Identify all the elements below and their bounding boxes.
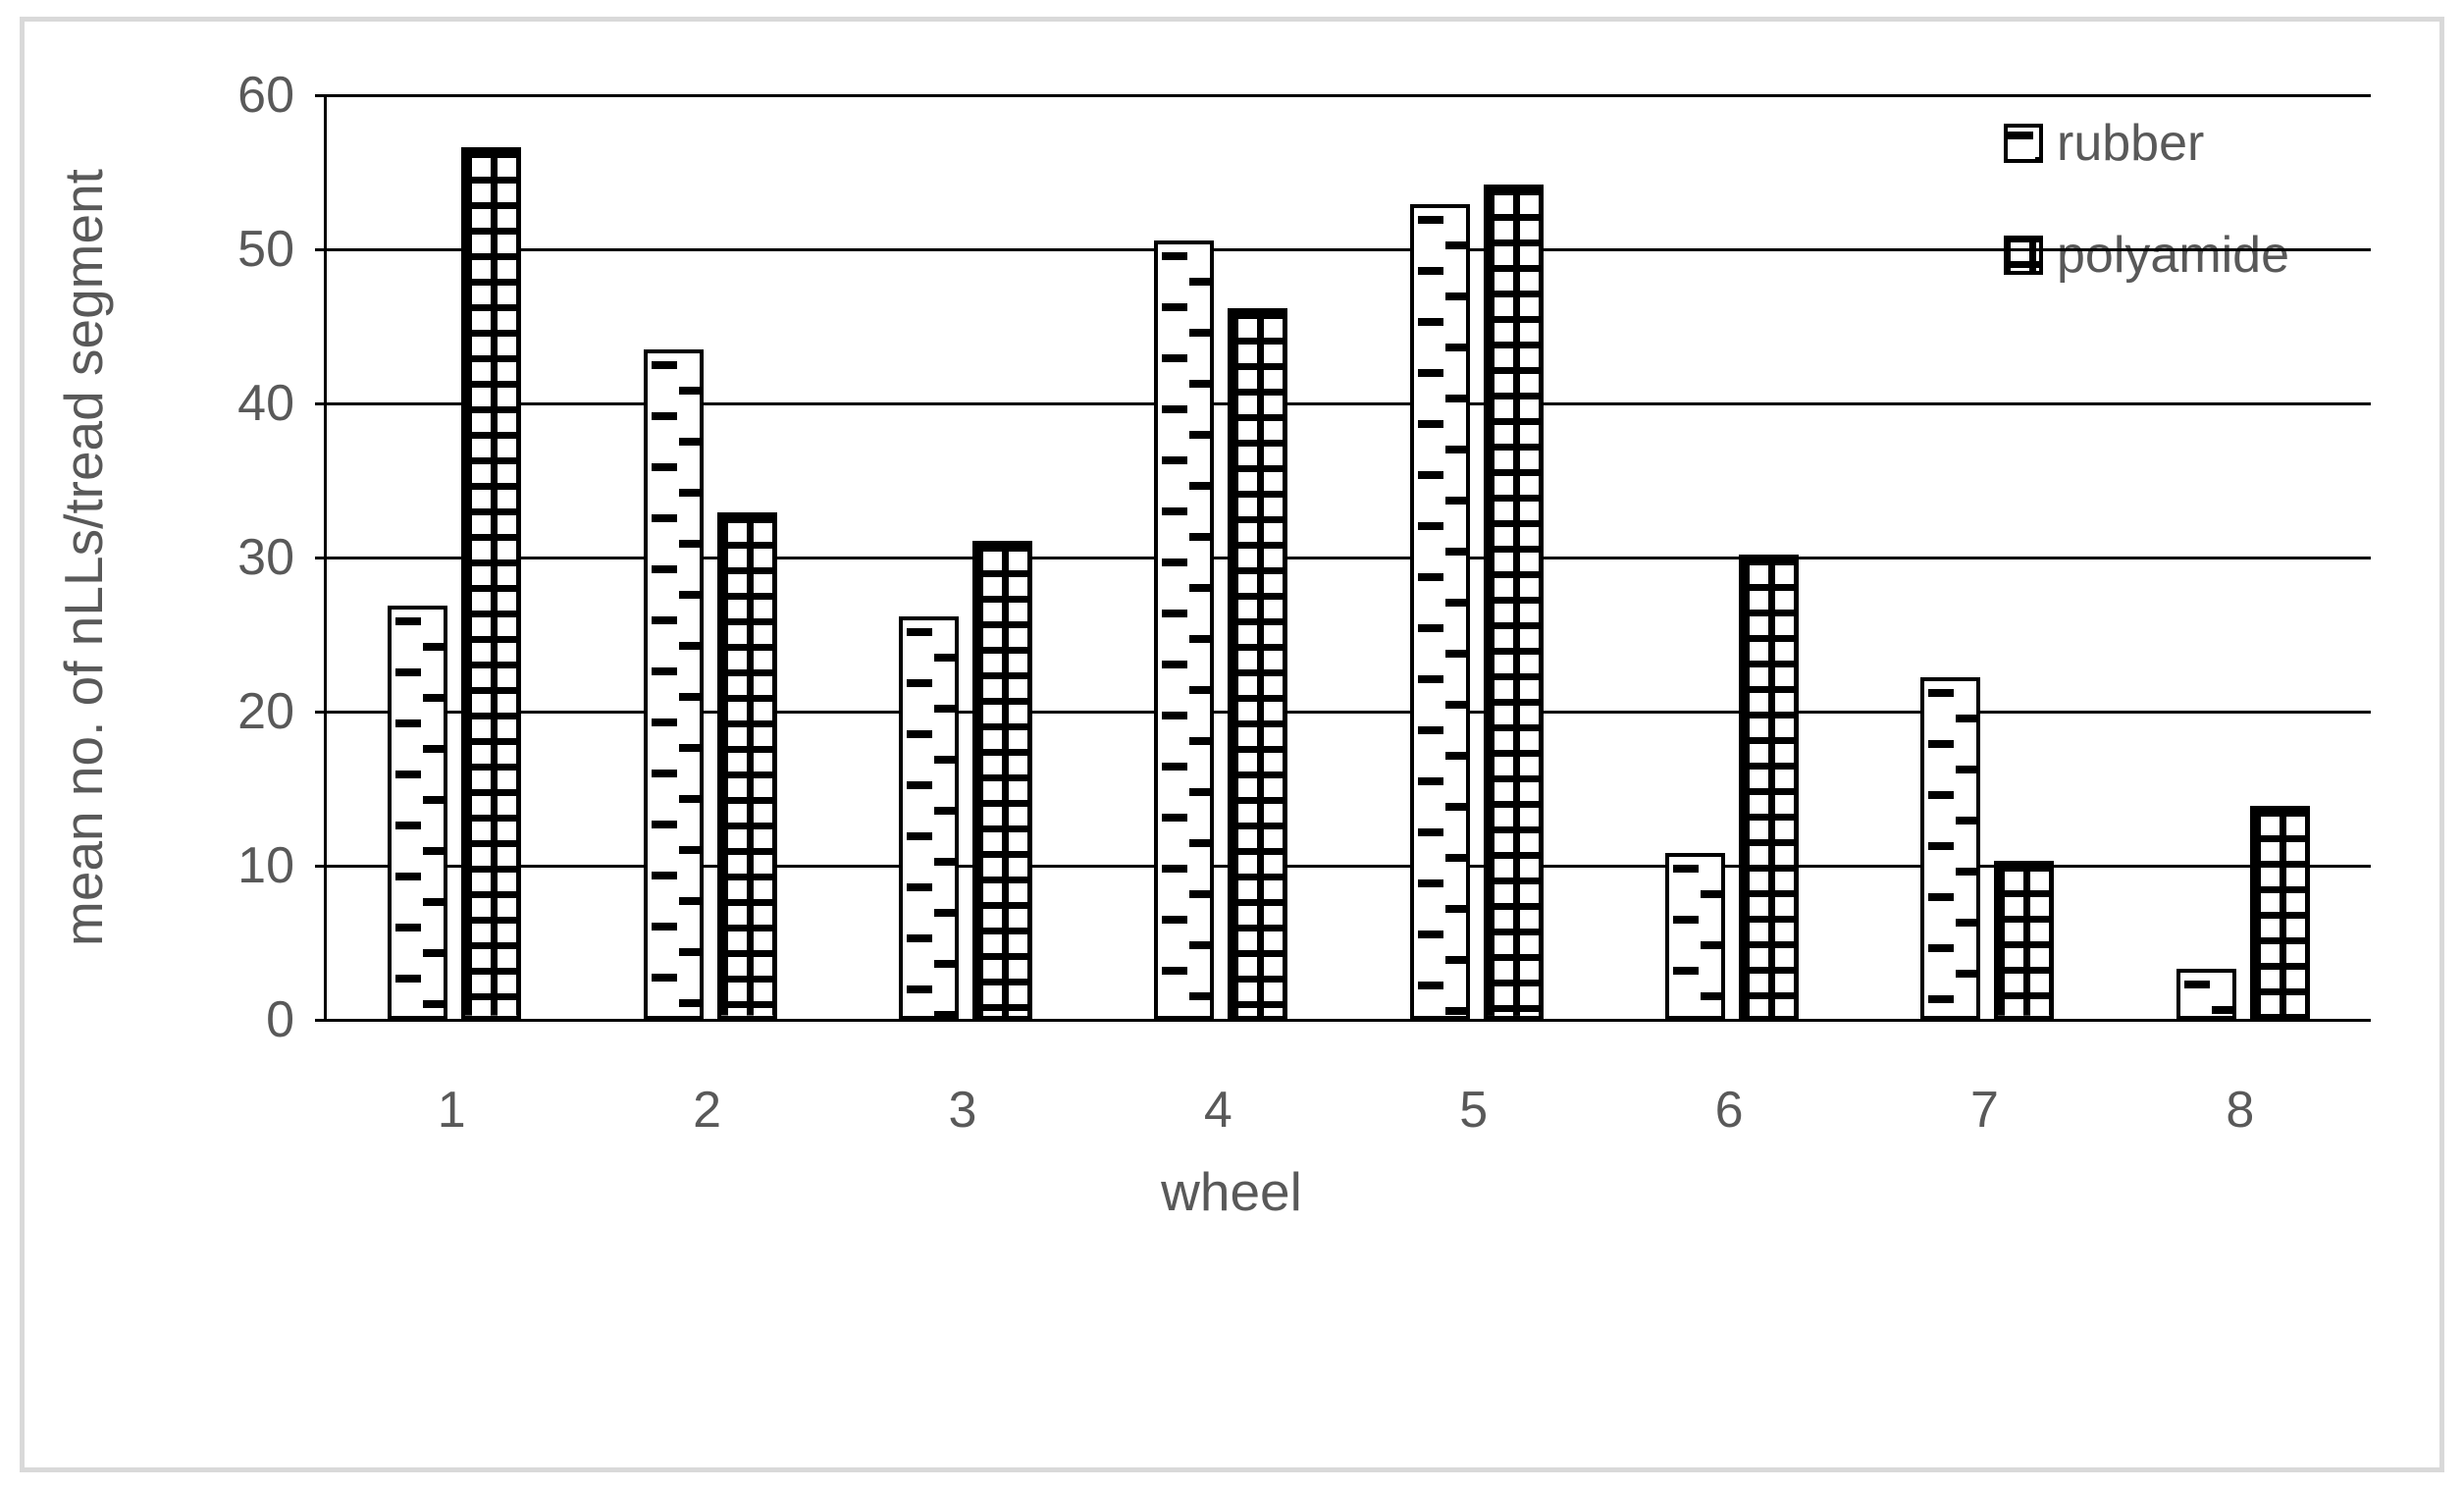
bar-polyamide-wheel-6 xyxy=(1739,554,1800,1020)
y-tick-label-30: 30 xyxy=(237,529,294,586)
bar-polyamide-wheel-5 xyxy=(1483,185,1544,1020)
x-tick-label-7: 7 xyxy=(1969,1082,1999,1139)
x-tick-label-4: 4 xyxy=(1203,1082,1232,1139)
legend-item-polyamide: polyamide xyxy=(2004,228,2289,283)
bar-pattern-fill xyxy=(1232,311,1284,1016)
gridline-y-60 xyxy=(315,93,2371,97)
bar-pattern-fill xyxy=(1924,681,1977,1016)
bar-pattern-fill xyxy=(720,516,773,1016)
gridline-y-40 xyxy=(315,401,2371,405)
bar-pattern-fill xyxy=(1487,188,1540,1016)
bar-polyamide-wheel-1 xyxy=(461,147,522,1020)
x-tick-label-8: 8 xyxy=(2226,1082,2255,1139)
bar-pattern-fill xyxy=(975,544,1028,1016)
y-tick-label-60: 60 xyxy=(237,67,294,124)
gridline-y-30 xyxy=(315,556,2371,559)
y-tick-label-50: 50 xyxy=(237,221,294,278)
bar-rubber-wheel-1 xyxy=(388,605,448,1020)
bar-rubber-wheel-3 xyxy=(898,615,959,1020)
bar-pattern-fill xyxy=(1669,857,1722,1016)
y-axis-title: mean no. of nLLs/tread segment xyxy=(53,169,114,946)
legend-item-rubber: rubber xyxy=(2004,116,2204,171)
bar-pattern-fill xyxy=(2253,809,2306,1016)
bar-polyamide-wheel-2 xyxy=(716,512,777,1020)
bar-pattern-fill xyxy=(1158,243,1211,1016)
bar-polyamide-wheel-7 xyxy=(1994,861,2055,1020)
bar-pattern-fill xyxy=(1998,865,2051,1016)
bar-rubber-wheel-8 xyxy=(2176,969,2236,1020)
bar-pattern-fill xyxy=(1743,558,1796,1016)
gridline-y-20 xyxy=(315,710,2371,714)
x-tick-label-2: 2 xyxy=(693,1082,722,1139)
y-tick-label-0: 0 xyxy=(266,991,294,1048)
plot-area xyxy=(315,93,2371,1022)
bar-rubber-wheel-7 xyxy=(1920,677,1981,1020)
gridline-y-50 xyxy=(315,247,2371,251)
x-tick-label-5: 5 xyxy=(1459,1082,1489,1139)
bar-pattern-fill xyxy=(465,151,518,1016)
x-tick-label-6: 6 xyxy=(1714,1082,1744,1139)
bar-rubber-wheel-2 xyxy=(643,349,704,1020)
legend-label-rubber: rubber xyxy=(2057,115,2205,172)
legend-swatch-rubber-icon xyxy=(2004,124,2043,163)
bar-pattern-fill xyxy=(902,619,955,1016)
bar-rubber-wheel-6 xyxy=(1665,853,1726,1020)
bar-pattern-fill xyxy=(647,353,700,1016)
bar-polyamide-wheel-4 xyxy=(1228,307,1288,1020)
y-tick-label-10: 10 xyxy=(237,837,294,894)
bar-rubber-wheel-4 xyxy=(1154,239,1215,1020)
gridline-y-10 xyxy=(315,864,2371,868)
x-axis-title: wheel xyxy=(1161,1161,1302,1222)
x-tick-label-1: 1 xyxy=(437,1082,466,1139)
bar-polyamide-wheel-3 xyxy=(971,540,1032,1020)
bar-pattern-fill xyxy=(1413,208,1466,1016)
y-tick-label-20: 20 xyxy=(237,683,294,740)
bar-pattern-fill xyxy=(2179,973,2232,1016)
bar-pattern-fill xyxy=(392,609,445,1016)
bar-rubber-wheel-5 xyxy=(1409,204,1470,1020)
legend-label-polyamide: polyamide xyxy=(2057,227,2290,284)
legend-swatch-polyamide-icon xyxy=(2004,236,2043,275)
bar-polyamide-wheel-8 xyxy=(2249,805,2310,1020)
x-tick-label-3: 3 xyxy=(948,1082,977,1139)
gridline-y-0 xyxy=(315,1018,2371,1022)
y-tick-label-40: 40 xyxy=(237,375,294,432)
